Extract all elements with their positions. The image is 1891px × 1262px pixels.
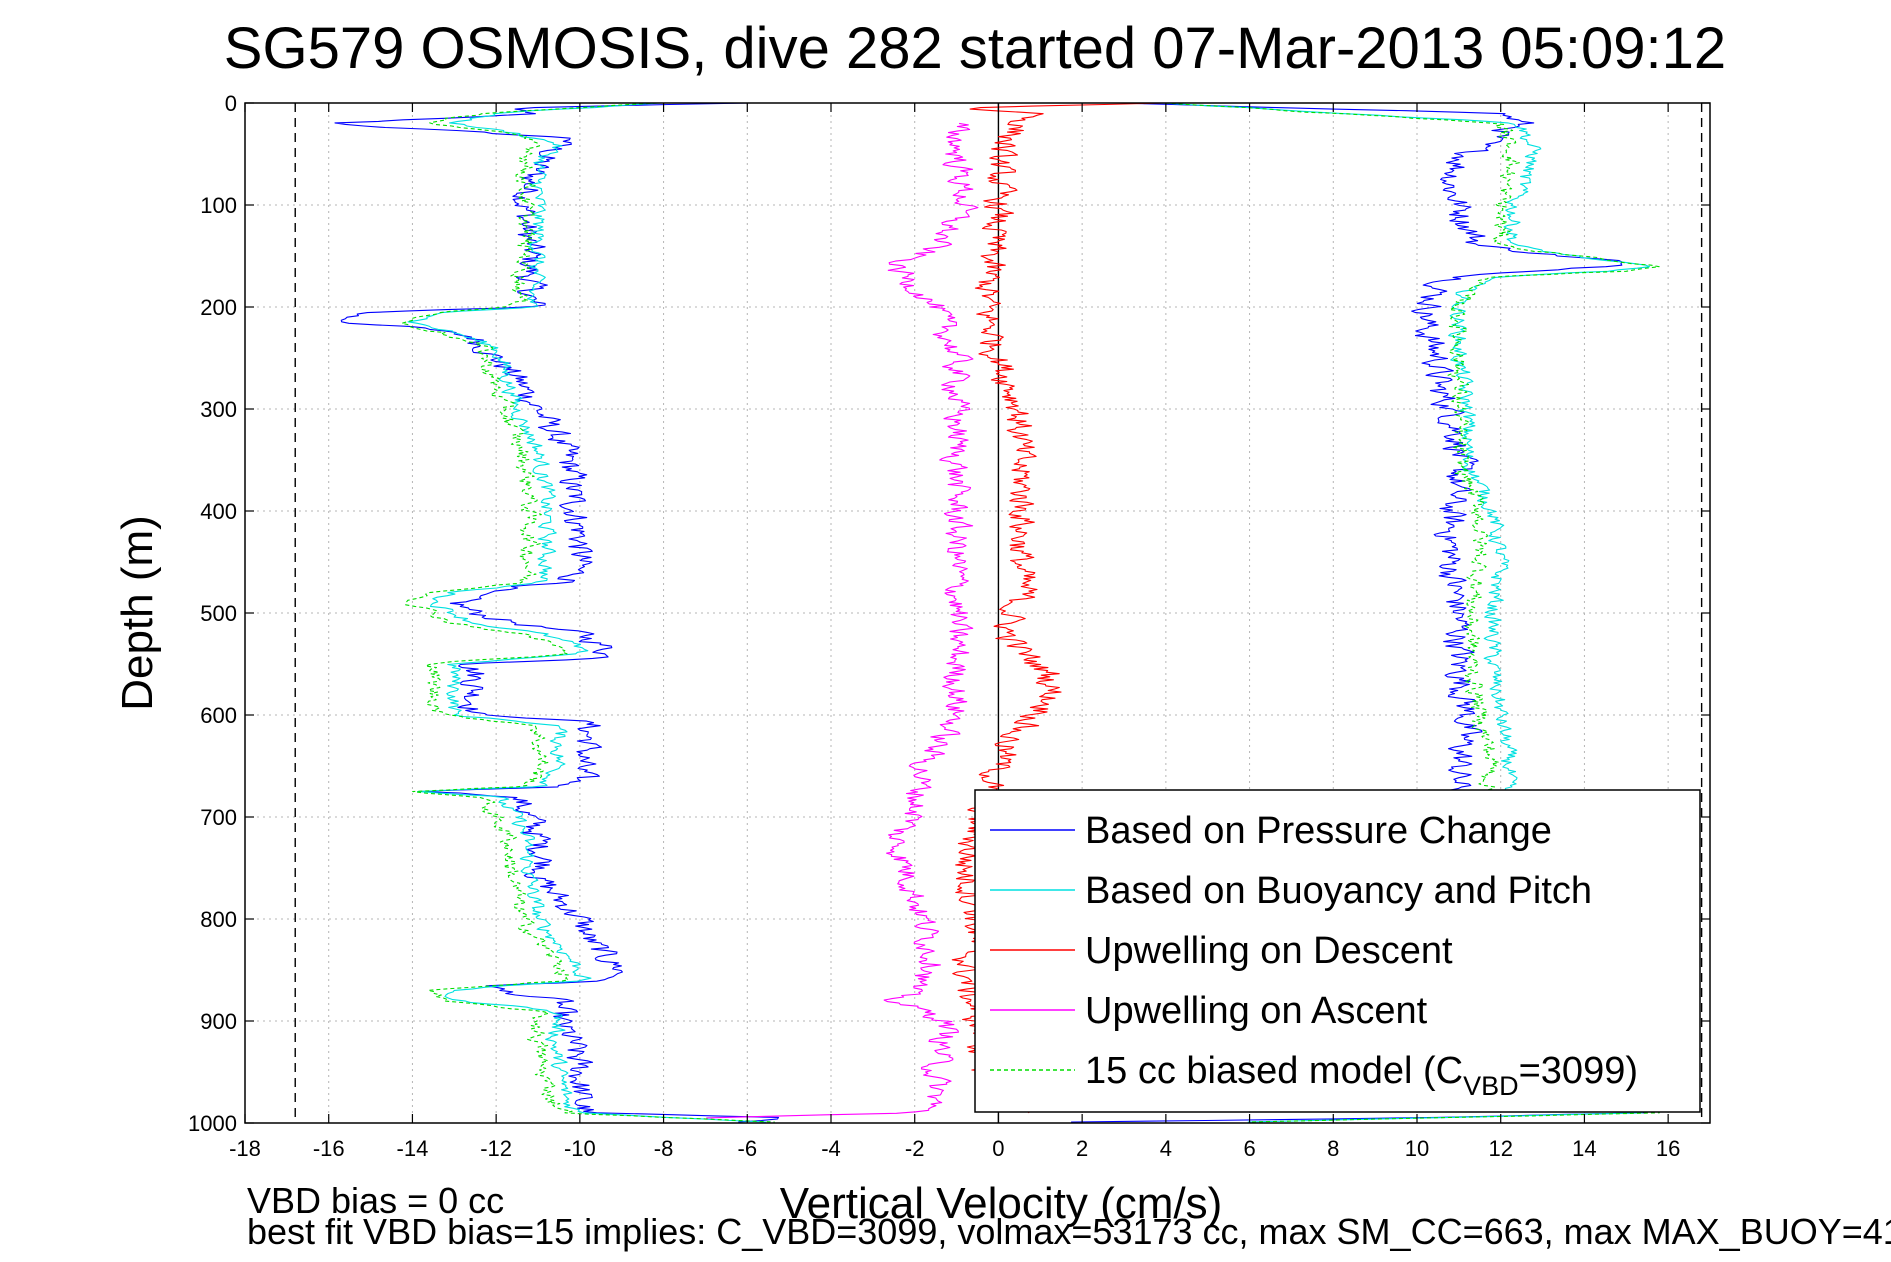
chart-title: SG579 OSMOSIS, dive 282 started 07-Mar-2… xyxy=(224,16,1726,81)
legend-label: Based on Pressure Change xyxy=(1085,810,1552,852)
x-tick-label: 14 xyxy=(1572,1136,1596,1161)
x-tick-label: 12 xyxy=(1488,1136,1512,1161)
y-tick-label: 400 xyxy=(200,499,237,524)
x-tick-label: -18 xyxy=(229,1136,261,1161)
legend-label: Upwelling on Descent xyxy=(1085,930,1453,972)
y-tick-label: 700 xyxy=(200,805,237,830)
series-line-4-0 xyxy=(401,102,775,1123)
footer-best-fit: best fit VBD bias=15 implies: C_VBD=3099… xyxy=(247,1211,1891,1252)
x-tick-label: -2 xyxy=(905,1136,925,1161)
x-tick-label: -12 xyxy=(480,1136,512,1161)
x-tick-label: 6 xyxy=(1243,1136,1255,1161)
x-tick-label: -4 xyxy=(821,1136,841,1161)
x-tick-label: -16 xyxy=(313,1136,345,1161)
axis-ticks: -18 -16 -14 -12 -10 -8 -6 -4 -2 0 2 4 6 8 10 12 14 16 0 100… xyxy=(188,91,1710,1161)
x-tick-label: -14 xyxy=(397,1136,429,1161)
x-tick-label: 2 xyxy=(1076,1136,1088,1161)
y-tick-label: 500 xyxy=(200,601,237,626)
x-axis-label: Vertical Velocity (cm/s) xyxy=(780,1179,1223,1228)
legend: Based on Pressure Change Based on Buoyanc… xyxy=(974,789,1701,1113)
series-line-3-0 xyxy=(706,122,979,1119)
legend-label: Upwelling on Ascent xyxy=(1085,990,1428,1032)
y-tick-label: 600 xyxy=(200,703,237,728)
x-tick-label: 10 xyxy=(1405,1136,1429,1161)
x-tick-label: 16 xyxy=(1656,1136,1680,1161)
y-axis-label: Depth (m) xyxy=(113,515,162,711)
x-tick-label: 4 xyxy=(1160,1136,1172,1161)
y-tick-label: 900 xyxy=(200,1009,237,1034)
x-tick-label: 8 xyxy=(1327,1136,1339,1161)
y-tick-label: 300 xyxy=(200,397,237,422)
footer-vbd-bias: VBD bias = 0 cc xyxy=(247,1180,504,1221)
x-tick-label: -6 xyxy=(738,1136,758,1161)
x-tick-label: -8 xyxy=(654,1136,674,1161)
x-tick-label: 0 xyxy=(992,1136,1004,1161)
y-tick-label: 1000 xyxy=(188,1111,237,1136)
y-tick-label: 200 xyxy=(200,295,237,320)
y-tick-label: 0 xyxy=(225,91,237,116)
x-tick-label: -10 xyxy=(564,1136,596,1161)
y-tick-label: 800 xyxy=(200,907,237,932)
legend-label: Based on Buoyancy and Pitch xyxy=(1085,870,1592,912)
legend-label: 15 cc biased model (CVBD=3099) xyxy=(1085,1050,1638,1101)
y-tick-label: 100 xyxy=(200,193,237,218)
series-line-1-0 xyxy=(407,102,766,1123)
legend-box xyxy=(974,789,1701,1113)
